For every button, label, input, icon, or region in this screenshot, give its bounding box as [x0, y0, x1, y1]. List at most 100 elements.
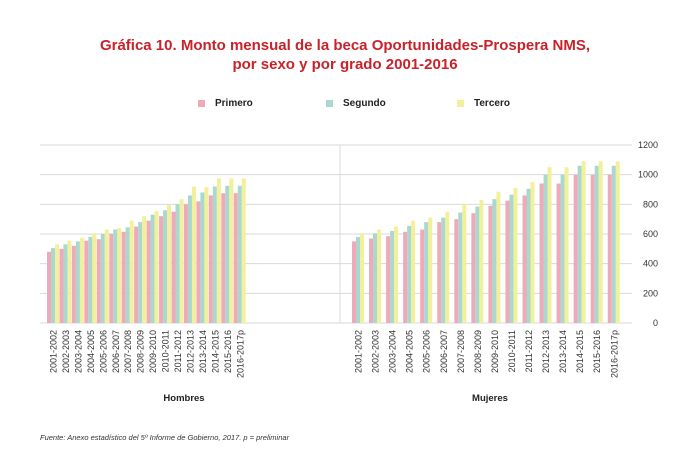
y-tick-label: 200: [643, 288, 658, 298]
bar-mujeres-segundo: [475, 206, 480, 323]
x-tick-label: 2012-2013: [185, 330, 195, 373]
x-tick-label: 2004-2005: [405, 330, 415, 373]
x-tick-label: 2015-2016: [223, 330, 233, 373]
bar-hombres-segundo: [163, 210, 168, 323]
legend-label-primero: Primero: [215, 98, 253, 109]
bar-hombres-primero: [208, 195, 213, 323]
bar-hombres-tercero: [216, 178, 221, 323]
bar-mujeres-segundo: [424, 222, 429, 323]
bar-hombres-segundo: [175, 204, 180, 323]
bar-hombres-tercero: [67, 240, 72, 323]
bar-mujeres-segundo: [356, 236, 360, 323]
bar-mujeres-tercero: [462, 204, 467, 323]
bar-hombres-primero: [196, 201, 201, 323]
x-tick-label: 2012-2013: [541, 330, 551, 373]
bar-hombres-tercero: [117, 228, 122, 323]
chart-title-line-2: por sexo y por grado 2001-2016: [232, 56, 458, 73]
x-tick-label: 2005-2006: [422, 330, 432, 373]
x-tick-label: 2005-2006: [98, 330, 108, 373]
x-tick-label: 2007-2008: [456, 330, 466, 373]
bar-mujeres-primero: [539, 183, 544, 323]
bar-mujeres-segundo: [390, 231, 395, 323]
bar-mujeres-segundo: [373, 233, 378, 323]
bar-mujeres-primero: [369, 238, 374, 323]
bar-mujeres-segundo: [526, 188, 531, 323]
x-tick-label: 2009-2010: [148, 330, 158, 373]
x-tick-label: 2001-2002: [354, 330, 364, 373]
x-tick-label: 2004-2005: [86, 330, 96, 373]
x-tick-label: 2003-2004: [388, 330, 398, 373]
panel-label-hombres: Hombres: [163, 393, 204, 404]
bar-mujeres-tercero: [513, 188, 518, 323]
bar-hombres-segundo: [237, 185, 242, 323]
bar-mujeres-segundo: [594, 165, 599, 323]
y-tick-label: 600: [643, 229, 658, 239]
y-tick-label: 0: [653, 318, 658, 328]
bar-hombres-primero: [109, 234, 114, 323]
bar-hombres-tercero: [229, 178, 234, 323]
y-tick-label: 800: [643, 199, 658, 209]
bar-hombres-segundo: [125, 227, 130, 323]
bar-mujeres-tercero: [411, 220, 416, 323]
chart-title-line-1: Gráfica 10. Monto mensual de la beca Opo…: [99, 37, 591, 54]
bar-mujeres-tercero: [360, 233, 364, 323]
bar-hombres-tercero: [79, 237, 84, 323]
bar-hombres-primero: [221, 193, 226, 323]
x-tick-label: 2014-2015: [575, 330, 585, 373]
bar-hombres-segundo: [187, 195, 192, 323]
bar-mujeres-tercero: [394, 226, 399, 323]
bar-mujeres-tercero: [547, 167, 552, 323]
bar-hombres-primero: [121, 231, 126, 323]
x-tick-label: 2006-2007: [111, 330, 121, 373]
bar-mujeres-segundo: [560, 174, 565, 323]
bar-mujeres-primero: [403, 231, 408, 323]
bar-mujeres-primero: [590, 174, 595, 323]
y-tick-label: 1200: [638, 140, 658, 150]
bar-hombres-primero: [159, 216, 164, 323]
bar-hombres-primero: [96, 239, 101, 323]
bar-hombres-segundo: [150, 214, 155, 323]
x-tick-label: 2003-2004: [73, 330, 83, 373]
bar-mujeres-primero: [556, 183, 561, 323]
bar-hombres-segundo: [225, 185, 230, 323]
bar-hombres-segundo: [75, 241, 80, 323]
legend-swatch-tercero: [457, 100, 464, 107]
bar-mujeres-primero: [352, 241, 356, 323]
legend-label-segundo: Segundo: [343, 98, 386, 109]
bar-hombres-tercero: [154, 211, 159, 323]
legend-label-tercero: Tercero: [474, 98, 510, 109]
bar-mujeres-segundo: [509, 194, 514, 323]
bar-hombres-tercero: [104, 229, 109, 323]
bar-mujeres-tercero: [564, 167, 569, 323]
legend-item-tercero: Tercero: [457, 98, 510, 109]
bar-hombres-segundo: [212, 186, 217, 323]
chart-legend: Primero Segundo Tercero: [0, 98, 690, 112]
bar-hombres-tercero: [55, 244, 59, 323]
bar-mujeres-segundo: [577, 165, 582, 323]
bar-mujeres-segundo: [407, 225, 412, 323]
x-tick-label: 2016-2017p: [235, 330, 245, 378]
legend-item-segundo: Segundo: [326, 98, 386, 109]
bar-hombres-tercero: [129, 220, 134, 323]
x-tick-label: 2008-2009: [136, 330, 146, 373]
bar-mujeres-primero: [573, 174, 578, 323]
x-tick-label: 2016-2017p: [609, 330, 619, 378]
bar-mujeres-primero: [488, 205, 493, 323]
legend-swatch-segundo: [326, 100, 333, 107]
bar-mujeres-tercero: [615, 161, 620, 323]
bar-hombres-primero: [233, 193, 238, 323]
bar-hombres-tercero: [241, 178, 246, 323]
x-tick-label: 2013-2014: [558, 330, 568, 373]
x-tick-label: 2011-2012: [173, 330, 183, 372]
bar-mujeres-tercero: [445, 211, 450, 323]
bar-hombres-segundo: [100, 234, 105, 323]
bar-hombres-segundo: [113, 229, 118, 323]
bar-hombres-segundo: [63, 244, 68, 323]
bar-hombres-primero: [71, 245, 76, 323]
bar-mujeres-tercero: [377, 229, 382, 323]
bar-mujeres-tercero: [496, 191, 501, 323]
chart-title: Gráfica 10. Monto mensual de la beca Opo…: [0, 36, 690, 74]
bar-mujeres-primero: [454, 219, 459, 323]
bar-mujeres-segundo: [543, 174, 548, 323]
